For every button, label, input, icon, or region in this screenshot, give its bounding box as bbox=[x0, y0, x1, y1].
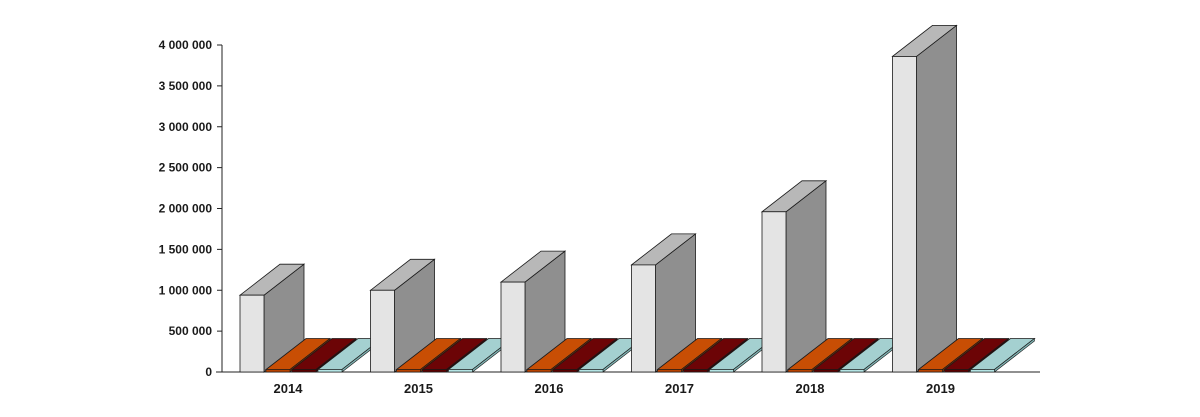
bar-front bbox=[970, 369, 995, 373]
y-tick-label: 1 500 000 bbox=[159, 242, 213, 256]
bar-front bbox=[761, 211, 787, 373]
y-tick-label: 2 000 000 bbox=[159, 202, 213, 216]
bar-front bbox=[448, 369, 473, 373]
x-category-label: 2016 bbox=[535, 381, 564, 396]
bar-2014-series-1 bbox=[238, 263, 306, 373]
bar-side bbox=[916, 24, 957, 373]
bar-2019-series-4 bbox=[969, 337, 1036, 373]
bar-2019-series-1 bbox=[891, 24, 958, 373]
bar-front bbox=[787, 369, 813, 373]
x-category-label: 2017 bbox=[665, 381, 694, 396]
bar-2017-series-1 bbox=[630, 233, 697, 373]
y-tick-label: 3 000 000 bbox=[159, 120, 213, 134]
y-tick-label: 500 000 bbox=[169, 324, 213, 338]
y-tick-label: 4 000 000 bbox=[159, 38, 213, 52]
bar-front bbox=[631, 264, 656, 373]
bar-front bbox=[578, 369, 604, 373]
bar-front bbox=[709, 369, 734, 373]
bar-front bbox=[552, 369, 578, 373]
x-category-label: 2019 bbox=[926, 381, 955, 396]
x-category-label: 2015 bbox=[404, 381, 433, 396]
bar-front bbox=[500, 281, 526, 373]
bar-front bbox=[892, 56, 917, 373]
bar-front bbox=[291, 369, 317, 373]
y-tick-label: 1 000 000 bbox=[159, 283, 213, 297]
bar-front bbox=[839, 369, 865, 373]
bar-2018-series-1 bbox=[760, 179, 828, 373]
bar-front bbox=[918, 369, 943, 373]
label-layer: 0 500 000 1 000 000 1 500 000 2 000 000 2 500… bbox=[159, 38, 955, 396]
bar-side bbox=[785, 179, 827, 373]
y-tick-label: 2 500 000 bbox=[159, 161, 213, 175]
bar-front bbox=[657, 369, 682, 373]
x-category-label: 2018 bbox=[796, 381, 825, 396]
bar-front bbox=[683, 369, 708, 373]
bar-front bbox=[526, 369, 552, 373]
y-tick-label: 3 500 000 bbox=[159, 79, 213, 93]
bar-layer bbox=[238, 24, 1036, 373]
bar-front bbox=[265, 369, 291, 373]
bar-front bbox=[239, 294, 265, 373]
bar-front bbox=[396, 369, 421, 373]
bar-front bbox=[317, 369, 343, 373]
bar-2016-series-1 bbox=[499, 250, 567, 373]
y-tick-label: 0 bbox=[205, 365, 212, 379]
bar-front bbox=[422, 369, 447, 373]
bar-front bbox=[370, 289, 395, 373]
bar-front bbox=[944, 369, 969, 373]
bar-front bbox=[813, 369, 839, 373]
x-category-label: 2014 bbox=[274, 381, 304, 396]
